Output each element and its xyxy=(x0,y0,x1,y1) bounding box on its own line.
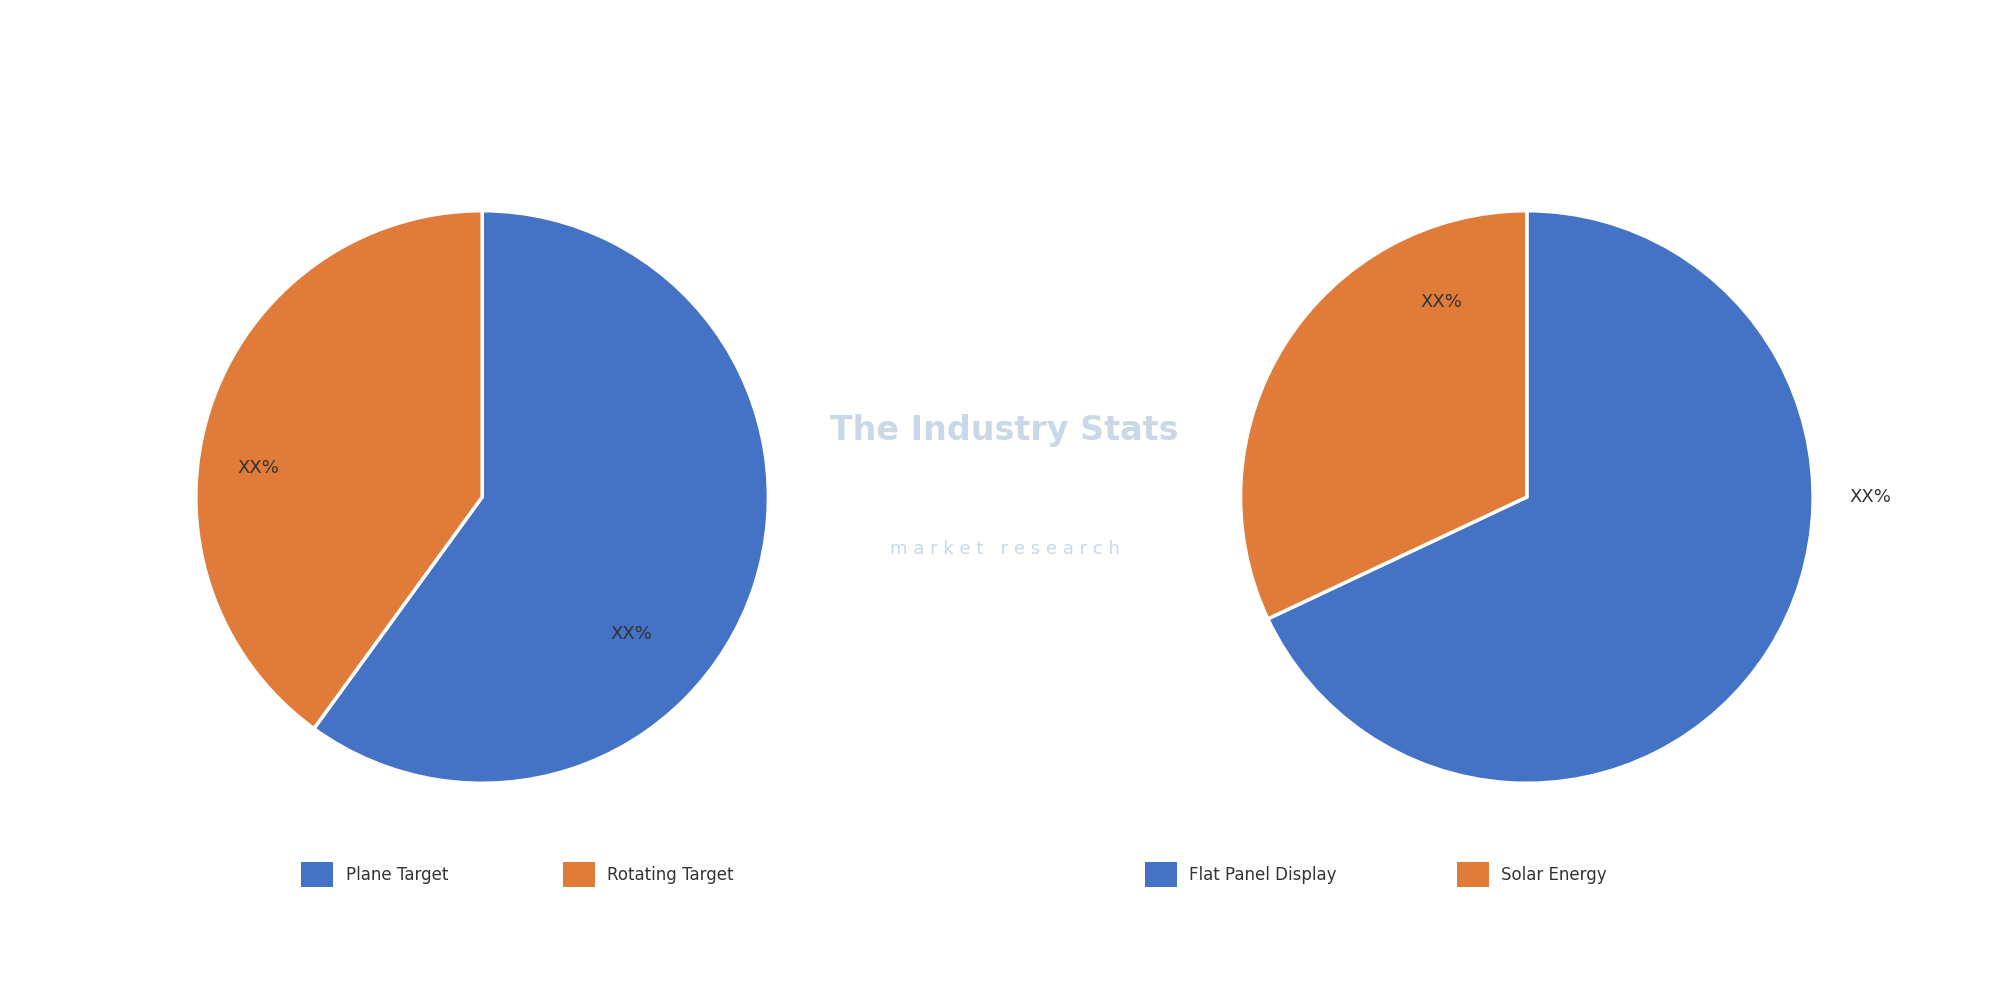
Wedge shape xyxy=(197,211,482,729)
Bar xyxy=(301,862,333,888)
Text: Rotating Target: Rotating Target xyxy=(607,866,733,884)
Bar xyxy=(1145,862,1177,888)
Text: Email: sales@theindustrystats.com: Email: sales@theindustrystats.com xyxy=(840,947,1169,966)
Text: Fig. Global ITO Sputtering Target Market Share by Product Types & Application: Fig. Global ITO Sputtering Target Market… xyxy=(44,40,1097,65)
Wedge shape xyxy=(1242,211,1527,619)
Bar xyxy=(1457,862,1489,888)
Bar xyxy=(563,862,595,888)
Text: Flat Panel Display: Flat Panel Display xyxy=(1189,866,1336,884)
Wedge shape xyxy=(313,211,767,783)
Text: Solar Energy: Solar Energy xyxy=(1501,866,1607,884)
Text: m a r k e t   r e s e a r c h: m a r k e t r e s e a r c h xyxy=(890,540,1119,558)
Text: Plane Target: Plane Target xyxy=(346,866,448,884)
Text: XX%: XX% xyxy=(611,625,653,643)
Wedge shape xyxy=(1268,211,1812,783)
Text: Source: Theindustrystats Analysis: Source: Theindustrystats Analysis xyxy=(40,947,360,966)
Text: Website: www.theindustrystats.com: Website: www.theindustrystats.com xyxy=(1627,947,1969,966)
Text: XX%: XX% xyxy=(1420,293,1463,311)
Text: XX%: XX% xyxy=(1850,488,1890,506)
Text: XX%: XX% xyxy=(237,459,279,477)
Text: The Industry Stats: The Industry Stats xyxy=(830,414,1179,447)
